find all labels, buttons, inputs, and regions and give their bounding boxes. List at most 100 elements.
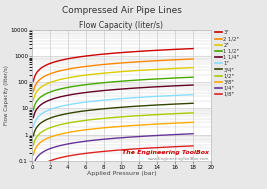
1/4" [147, 135, 150, 137]
3/4" [32, 135, 35, 137]
1 1/4" [147, 86, 150, 88]
Line: 2": 2" [33, 68, 193, 100]
1 1/4" [51, 98, 54, 100]
Line: 1/4": 1/4" [33, 134, 193, 166]
X-axis label: Applied Pressure (bar): Applied Pressure (bar) [87, 171, 156, 176]
2 1/2" [147, 60, 150, 62]
Line: 1": 1" [33, 95, 193, 127]
3/4" [95, 108, 98, 111]
2" [32, 99, 35, 101]
1/4" [95, 139, 98, 141]
Line: 1 1/2": 1 1/2" [33, 77, 193, 110]
Y-axis label: Flow Capacity (liter/s): Flow Capacity (liter/s) [4, 66, 9, 125]
3/8" [51, 135, 54, 137]
1 1/2" [147, 78, 150, 81]
1 1/2" [84, 84, 87, 86]
3/8" [95, 127, 98, 130]
1 1/2" [95, 82, 98, 84]
3" [51, 61, 54, 64]
1/8" [132, 148, 135, 150]
1 1/4" [84, 91, 87, 94]
1 1/2" [51, 90, 54, 92]
2 1/2" [32, 90, 35, 93]
1/4" [132, 136, 135, 138]
1/2" [32, 144, 35, 146]
Text: Flow Capacity (liter/s): Flow Capacity (liter/s) [80, 21, 163, 30]
1/4" [51, 147, 54, 149]
1" [191, 94, 195, 96]
2" [191, 67, 195, 69]
1 1/4" [132, 87, 135, 89]
1 1/4" [191, 84, 195, 86]
3/8" [84, 129, 87, 131]
1 1/2" [132, 79, 135, 81]
3" [132, 50, 135, 53]
Text: The Engineering ToolBox: The Engineering ToolBox [122, 150, 209, 155]
1/2" [132, 115, 135, 117]
Line: 3/8": 3/8" [33, 122, 193, 155]
1 1/2" [148, 78, 151, 81]
3/8" [32, 154, 35, 156]
1/2" [51, 126, 54, 128]
1/4" [84, 140, 87, 142]
3" [84, 55, 87, 57]
1/8" [147, 147, 150, 149]
Line: 3": 3" [33, 49, 193, 81]
1/8" [191, 145, 195, 147]
3/4" [147, 104, 150, 107]
3/8" [147, 123, 150, 126]
1" [51, 108, 54, 110]
2 1/2" [84, 65, 87, 68]
1/8" [84, 152, 87, 155]
1" [147, 96, 150, 98]
Line: 1 1/4": 1 1/4" [33, 85, 193, 118]
Text: Compressed Air Pipe Lines: Compressed Air Pipe Lines [62, 6, 181, 15]
1" [84, 101, 87, 103]
1/2" [147, 114, 150, 116]
1/4" [148, 135, 151, 137]
2" [84, 74, 87, 76]
2" [95, 73, 98, 75]
2" [147, 69, 150, 71]
Line: 3/4": 3/4" [33, 103, 193, 136]
3/4" [84, 110, 87, 112]
1/4" [32, 165, 35, 167]
3" [148, 50, 151, 52]
3" [32, 80, 35, 82]
1" [148, 96, 151, 98]
3/4" [132, 105, 135, 108]
3/4" [51, 116, 54, 118]
1 1/2" [191, 76, 195, 78]
3/8" [132, 124, 135, 127]
1/8" [148, 147, 151, 149]
Line: 1/2": 1/2" [33, 113, 193, 145]
1" [132, 97, 135, 99]
2" [132, 70, 135, 72]
1" [95, 100, 98, 102]
1 1/2" [32, 109, 35, 111]
3/4" [148, 104, 151, 107]
2 1/2" [95, 64, 98, 66]
2 1/2" [132, 61, 135, 63]
2 1/2" [148, 60, 151, 62]
1" [32, 126, 35, 128]
1/8" [51, 159, 54, 161]
1/4" [191, 133, 195, 135]
1 1/4" [148, 86, 151, 88]
1/2" [84, 119, 87, 122]
2" [148, 69, 151, 71]
Text: www.EngineeringToolBox.com: www.EngineeringToolBox.com [148, 157, 209, 161]
1 1/4" [32, 116, 35, 119]
2 1/2" [191, 58, 195, 60]
3" [95, 54, 98, 56]
Line: 1/8": 1/8" [33, 146, 193, 178]
3" [147, 50, 150, 52]
Line: 2 1/2": 2 1/2" [33, 59, 193, 91]
3/8" [148, 123, 151, 126]
3/4" [191, 102, 195, 104]
1/2" [148, 114, 151, 116]
3/8" [191, 121, 195, 123]
Legend: 3", 2 1/2", 2", 1 1/2", 1 1/4", 1", 3/4", 1/2", 3/8", 1/4", 1/8": 3", 2 1/2", 2", 1 1/2", 1 1/4", 1", 3/4"… [215, 30, 239, 97]
1/8" [32, 177, 35, 180]
1/8" [95, 151, 98, 153]
